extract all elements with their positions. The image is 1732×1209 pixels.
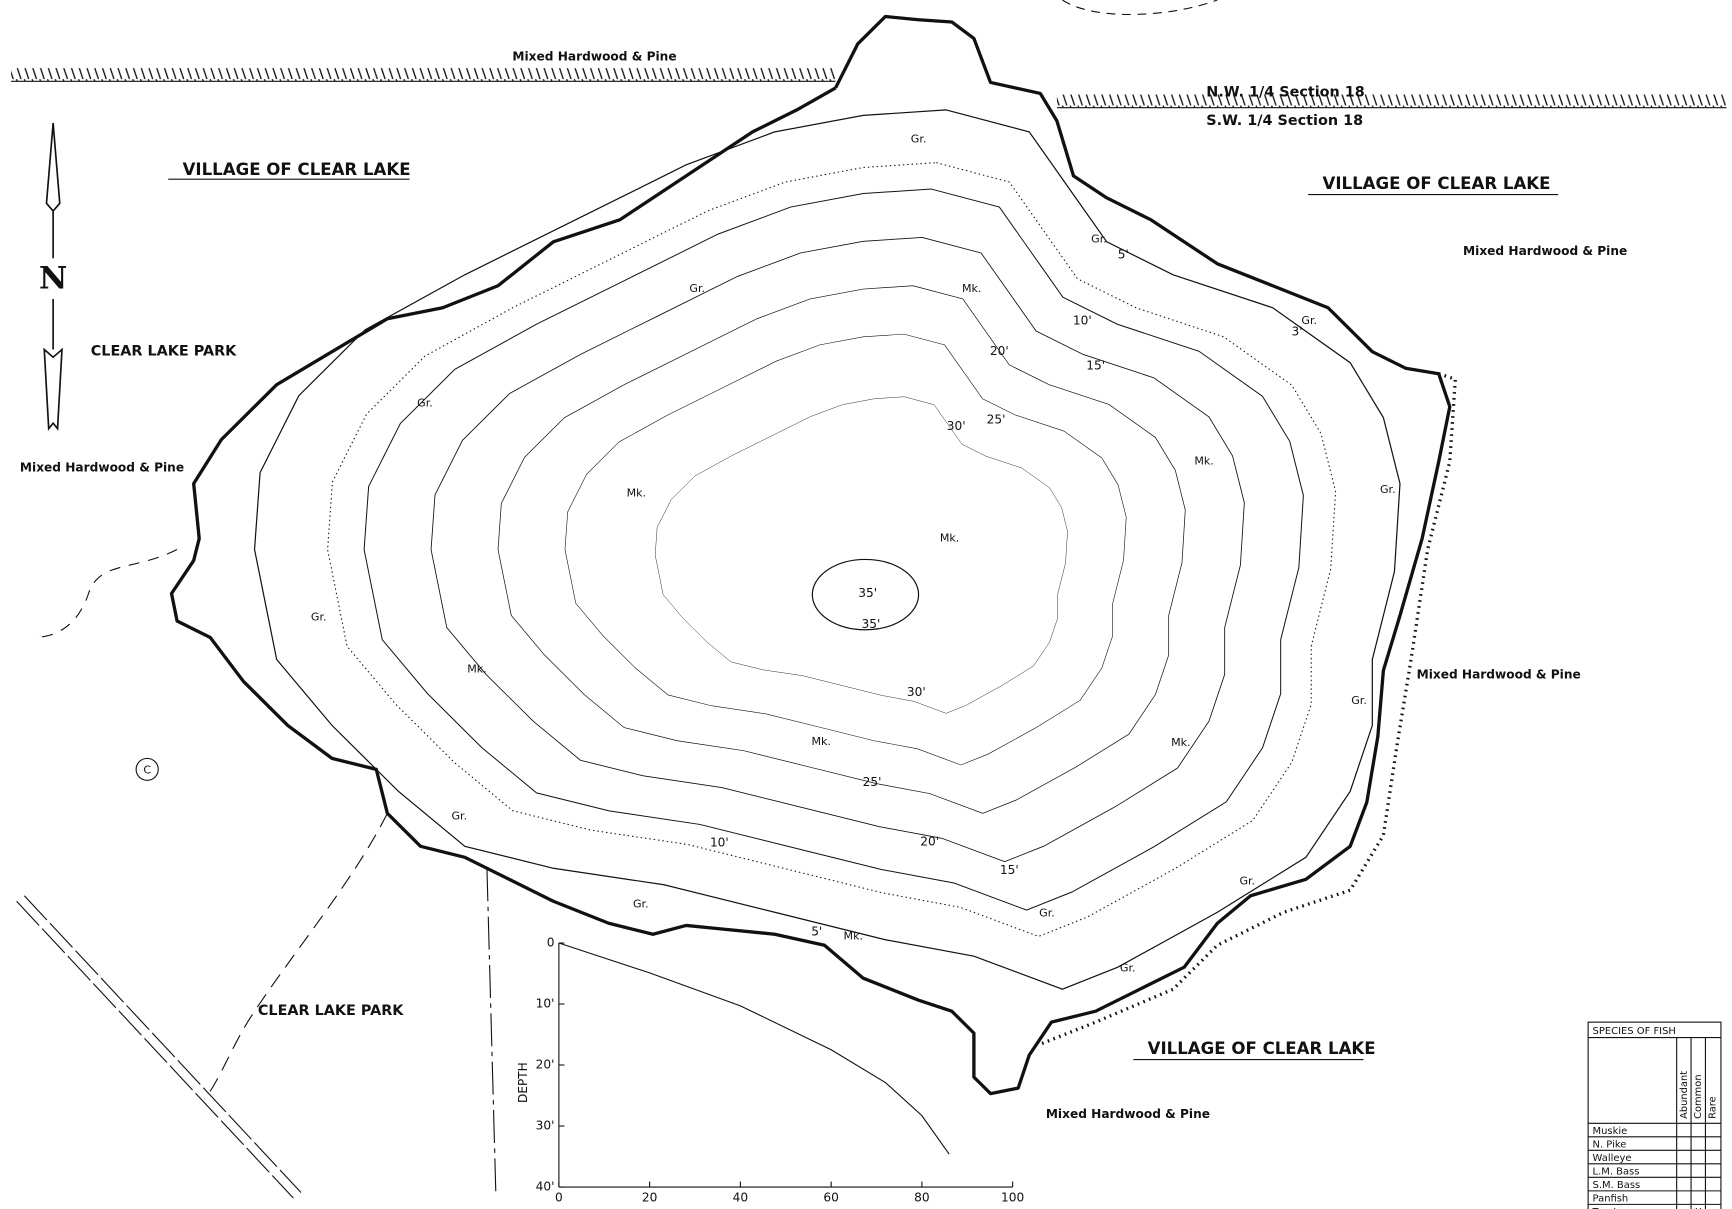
label: Mixed Hardwood & Pine xyxy=(512,50,676,64)
label: VILLAGE OF CLEAR LAKE xyxy=(1148,1039,1376,1058)
species-name: Muskie xyxy=(1593,1126,1628,1137)
label: Mixed Hardwood & Pine xyxy=(1463,244,1627,258)
bottom-label: Mk. xyxy=(811,735,830,748)
label: Mixed Hardwood & Pine xyxy=(1046,1107,1210,1121)
place-labels: Mixed Hardwood & Pine N.W. 1/4 Section 1… xyxy=(20,50,1627,1121)
species-name: N. Pike xyxy=(1593,1140,1627,1151)
contour-label: 10' xyxy=(710,836,729,850)
x-tick-label: 100 xyxy=(1001,1191,1024,1205)
label: S.W. 1/4 Section 18 xyxy=(1206,113,1363,129)
y-tick-label: 0 xyxy=(547,936,555,950)
species-name: S.M. Bass xyxy=(1593,1180,1641,1191)
bottom-label: Gr. xyxy=(1380,483,1396,496)
x-tick-label: 0 xyxy=(555,1191,563,1205)
label: Mixed Hardwood & Pine xyxy=(20,461,184,475)
contour-label: 25' xyxy=(987,412,1006,426)
bottom-label: Gr. xyxy=(1351,694,1367,707)
y-tick-label: 30' xyxy=(536,1119,555,1133)
table-cell: X xyxy=(1695,1207,1702,1209)
y-tick-label: 40' xyxy=(536,1180,555,1194)
bottom-label: Gr. xyxy=(633,898,649,911)
bottom-label: Mk. xyxy=(962,282,981,295)
bottom-label: Gr. xyxy=(911,133,927,146)
contours xyxy=(253,109,1401,990)
species-name: Walleye xyxy=(1593,1153,1632,1164)
bottom-label: Mk. xyxy=(844,929,863,942)
y-axis-label: DEPTH xyxy=(516,1062,530,1103)
bottom-label: Gr. xyxy=(1039,906,1055,919)
label: C xyxy=(143,763,151,776)
x-tick-label: 20 xyxy=(642,1191,657,1205)
species-name: Panfish xyxy=(1593,1194,1629,1205)
bottom-labels: Gr. Gr. Gr. Mk. Gr. Gr. Gr. Mk. Mk. Mk. Mk. Gr. Mk. M… xyxy=(311,133,1396,975)
species-name: Trout xyxy=(1592,1207,1618,1209)
symbol-circle xyxy=(135,757,159,781)
table-title: SPECIES OF FISH xyxy=(1593,1026,1676,1037)
column-header: Common xyxy=(1693,1074,1704,1118)
contour-label: 30' xyxy=(947,419,966,433)
x-tick-label: 80 xyxy=(914,1191,929,1205)
bottom-label: Gr. xyxy=(689,282,705,295)
bottom-label: Gr. xyxy=(451,810,467,823)
contour-label: 20' xyxy=(990,344,1009,358)
trails xyxy=(16,0,1218,1199)
contour-label: 10' xyxy=(1073,313,1092,327)
label: VILLAGE OF CLEAR LAKE xyxy=(183,160,411,179)
x-tick-label: 40 xyxy=(733,1191,748,1205)
table-frame xyxy=(1587,1021,1722,1209)
contour-label: 15' xyxy=(1000,863,1019,877)
contour-label: 25' xyxy=(863,775,882,789)
contour-label: 3' xyxy=(1292,324,1303,338)
column-header: Rare xyxy=(1708,1096,1719,1119)
species-name: L.M. Bass xyxy=(1593,1167,1640,1178)
label: N.W. 1/4 Section 18 xyxy=(1206,84,1364,100)
y-tick-label: 10' xyxy=(536,997,555,1011)
shoreline xyxy=(169,14,1452,1096)
contour-label: 20' xyxy=(920,834,939,848)
y-tick-label: 20' xyxy=(536,1058,555,1072)
bottom-label: Mk. xyxy=(627,487,646,500)
label: VILLAGE OF CLEAR LAKE xyxy=(1323,174,1551,193)
contour-labels: 5' 10' 15' 20' 25' 30' 35' 35' 30' 25' 20' 15' 10' 5'… xyxy=(710,248,1303,939)
bottom-label: Gr. xyxy=(417,396,433,409)
bottom-label: Mk. xyxy=(940,532,959,545)
bottom-label: Mk. xyxy=(1171,736,1190,749)
contour-label: 5' xyxy=(811,925,822,939)
depth-curve xyxy=(558,942,950,1155)
x-tick-label: 60 xyxy=(823,1191,838,1205)
bottom-label: Gr. xyxy=(1091,233,1107,246)
contour-label: 35' xyxy=(862,617,881,631)
bottom-label: Gr. xyxy=(311,611,327,624)
bottom-label: Gr. xyxy=(1120,961,1136,974)
label: CLEAR LAKE PARK xyxy=(258,1003,404,1019)
bottom-label: Gr. xyxy=(1239,874,1255,887)
column-header: Abundant xyxy=(1679,1071,1690,1119)
depth-chart: DEPTH 0 20 40 60 80 100 0 10' 20' 30' 40' xyxy=(516,936,1024,1205)
contour-label: 15' xyxy=(1086,359,1105,373)
label: CLEAR LAKE PARK xyxy=(91,344,237,360)
fish-table: SPECIES OF FISH Abundant Common Rare Muskie N… xyxy=(1587,1021,1722,1209)
section-lines xyxy=(11,68,1727,109)
contour-label: 30' xyxy=(907,685,926,699)
label: Mixed Hardwood & Pine xyxy=(1417,667,1581,681)
compass xyxy=(43,123,63,431)
contour-label: 5' xyxy=(1118,248,1129,262)
steep-shore xyxy=(1039,372,1458,1046)
bottom-label: Mk. xyxy=(1194,455,1213,468)
bottom-label: Mk. xyxy=(467,662,486,675)
contour-label: 35' xyxy=(858,586,877,600)
label: N xyxy=(39,261,67,297)
bottom-label: Gr. xyxy=(1301,314,1317,327)
